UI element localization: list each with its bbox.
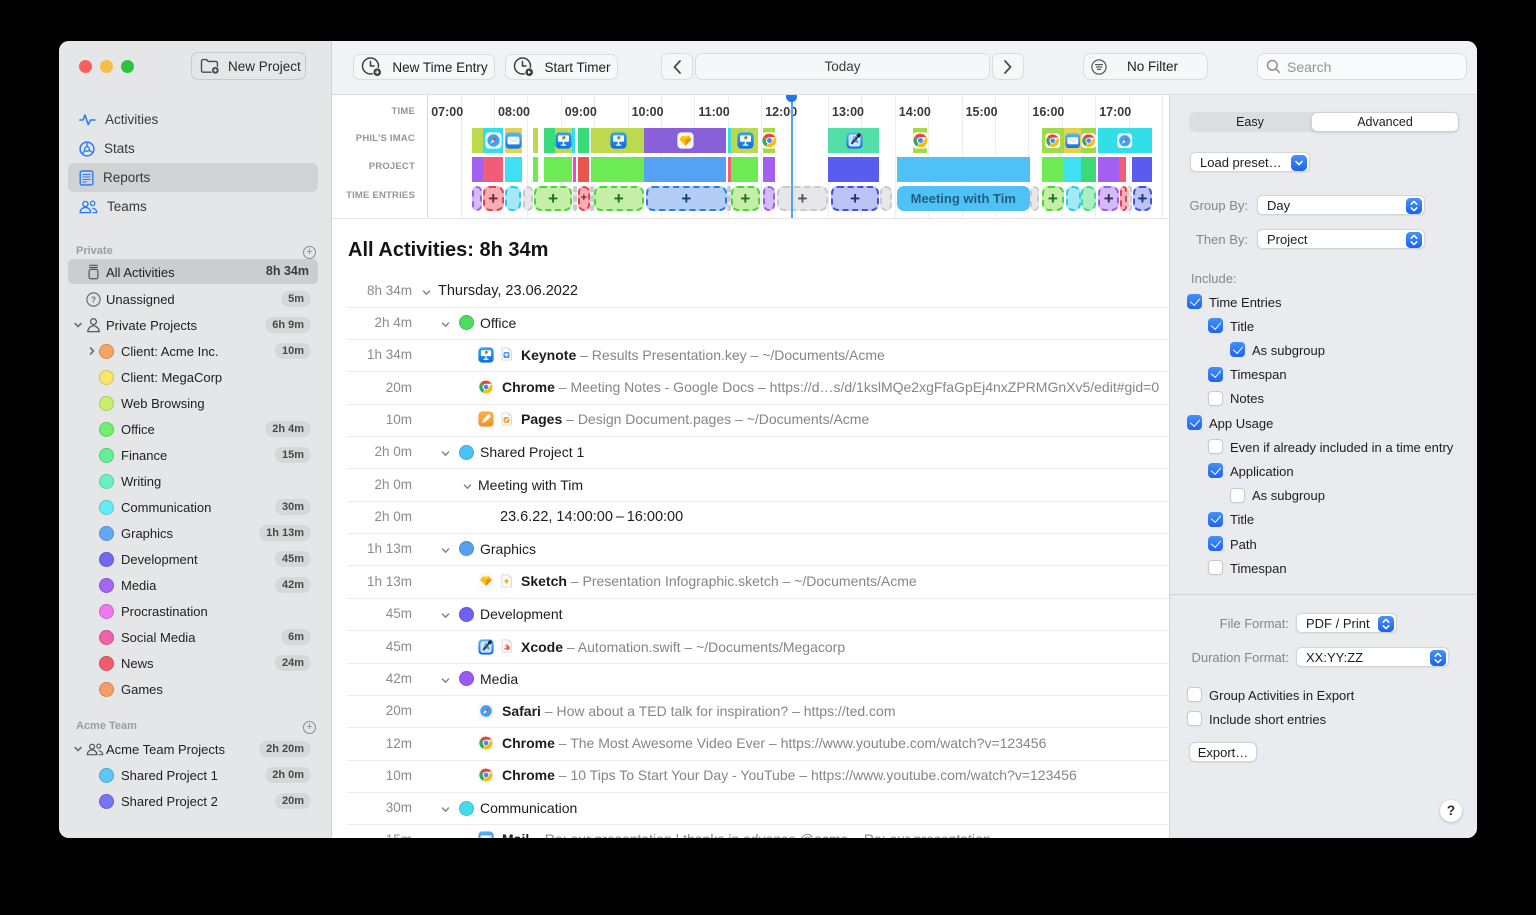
svg-text:?: ?: [91, 294, 96, 304]
